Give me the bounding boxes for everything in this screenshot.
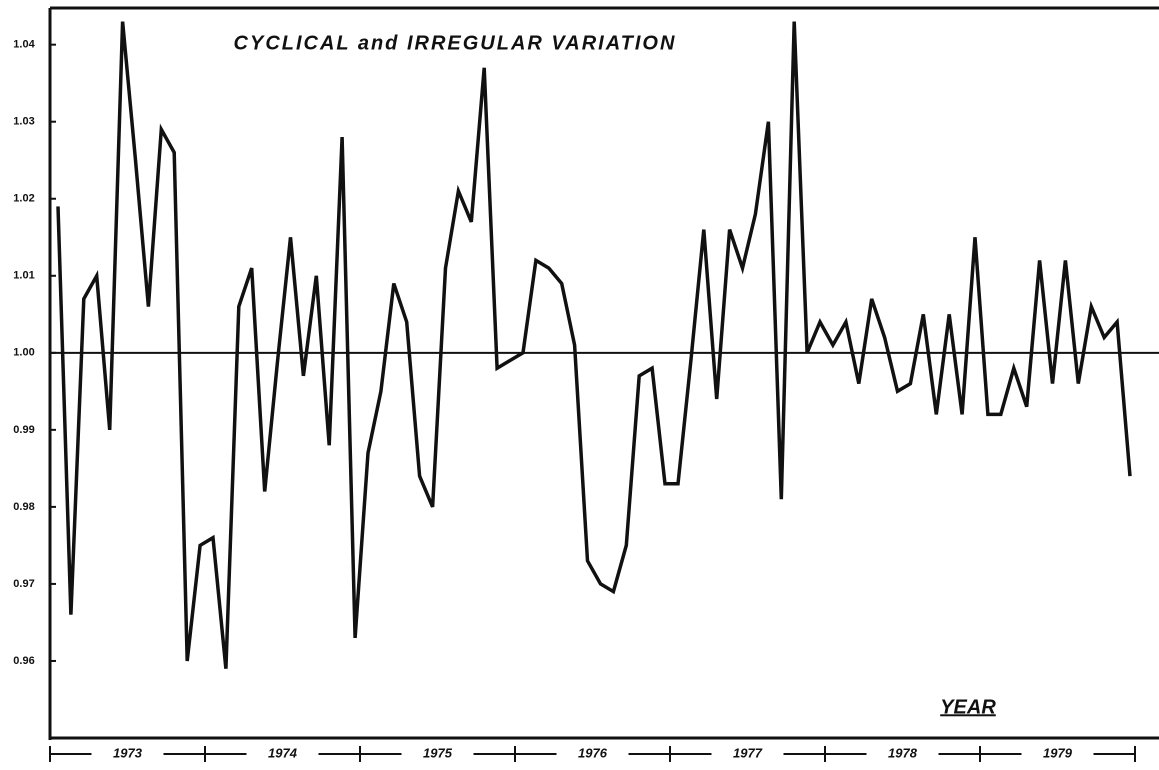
y-tick-label: 1.02 (13, 193, 34, 205)
x-tick-label: 1974 (268, 745, 298, 760)
chart-title: CYCLICAL and IRREGULAR VARIATION (234, 32, 677, 54)
y-tick-label: 0.99 (13, 424, 34, 436)
y-tick-label: 1.04 (13, 39, 35, 51)
x-tick-label: 1979 (1043, 745, 1073, 760)
y-tick-label: 1.03 (13, 116, 34, 128)
y-tick-label: 0.98 (13, 501, 34, 513)
x-tick-label: 1973 (113, 745, 143, 760)
x-tick-label: 1975 (423, 745, 453, 760)
x-axis-label: YEAR (940, 696, 996, 718)
y-tick-label: 1.01 (13, 270, 34, 282)
y-tick-label: 0.96 (13, 655, 34, 667)
x-tick-label: 1977 (733, 745, 763, 760)
x-tick-label: 1978 (888, 745, 918, 760)
x-tick-label: 1976 (578, 745, 608, 760)
y-tick-label: 1.00 (13, 347, 34, 359)
y-tick-label: 0.97 (13, 578, 34, 590)
series-line (56, 21, 1132, 669)
